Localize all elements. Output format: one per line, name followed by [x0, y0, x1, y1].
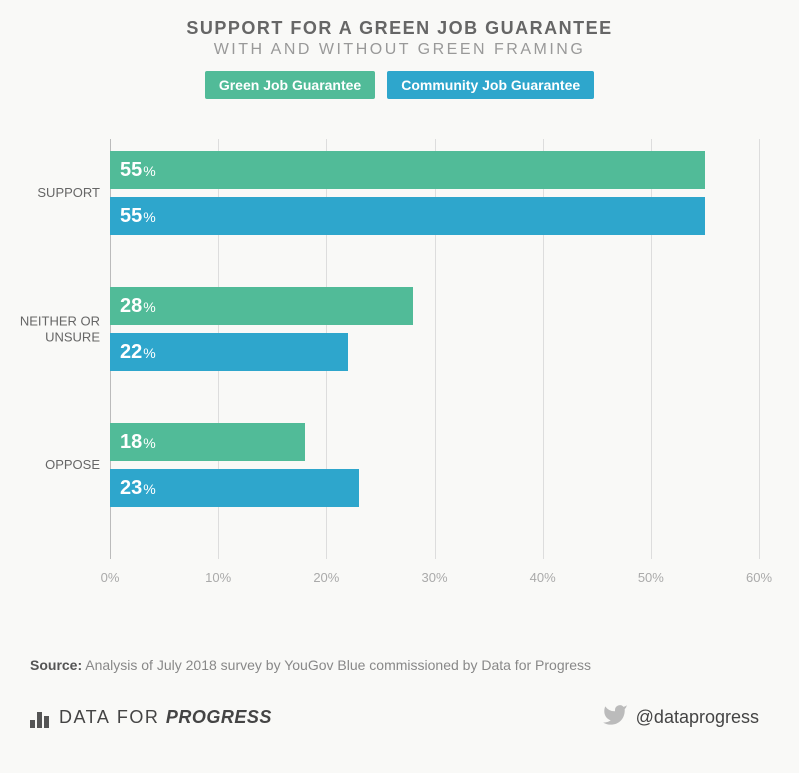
twitter-handle: @dataprogress — [602, 702, 759, 733]
category-group: NEITHER OR UNSURE28%22% — [110, 287, 759, 371]
brand-logo: DATA FOR PROGRESS — [30, 707, 272, 728]
x-tick-label: 10% — [205, 570, 231, 585]
bar-value-label: 22% — [120, 341, 156, 364]
source-label: Source: — [30, 657, 82, 673]
plot: SUPPORT55%55%NEITHER OR UNSURE28%22%OPPO… — [110, 139, 759, 559]
bar-value-label: 18% — [120, 431, 156, 454]
chart-subtitle: WITH AND WITHOUT GREEN FRAMING — [0, 41, 799, 59]
bar-series-b: 23% — [110, 469, 359, 507]
bar-value-label: 55% — [120, 205, 156, 228]
footer: DATA FOR PROGRESS @dataprogress — [30, 702, 759, 733]
category-label: OPPOSE — [45, 457, 110, 473]
x-tick-label: 30% — [421, 570, 447, 585]
bar-value-label: 23% — [120, 477, 156, 500]
handle-text: @dataprogress — [636, 707, 759, 728]
bar-series-a: 18% — [110, 423, 305, 461]
x-tick-label: 60% — [746, 570, 772, 585]
x-tick-label: 20% — [313, 570, 339, 585]
x-tick-label: 40% — [530, 570, 556, 585]
bar-value-label: 28% — [120, 295, 156, 318]
brand-bars-icon — [30, 708, 49, 728]
bar-value-label: 55% — [120, 159, 156, 182]
brand-word-1: DATA — [59, 707, 110, 727]
x-tick-label: 0% — [101, 570, 120, 585]
brand-word-3: PROGRESS — [166, 707, 272, 727]
brand-word-2: FOR — [117, 707, 160, 727]
category-group: SUPPORT55%55% — [110, 151, 759, 235]
legend-item-green: Green Job Guarantee — [205, 71, 375, 99]
x-tick-label: 50% — [638, 570, 664, 585]
twitter-icon — [602, 702, 628, 733]
chart-area: SUPPORT55%55%NEITHER OR UNSURE28%22%OPPO… — [110, 139, 759, 599]
bar-series-b: 22% — [110, 333, 348, 371]
bar-series-b: 55% — [110, 197, 705, 235]
gridline — [759, 139, 760, 559]
chart-title: SUPPORT FOR A GREEN JOB GUARANTEE — [0, 0, 799, 39]
bar-series-a: 55% — [110, 151, 705, 189]
source-text: Analysis of July 2018 survey by YouGov B… — [85, 657, 591, 673]
legend-item-community: Community Job Guarantee — [387, 71, 594, 99]
source-line: Source: Analysis of July 2018 survey by … — [30, 657, 591, 673]
bar-series-a: 28% — [110, 287, 413, 325]
category-group: OPPOSE18%23% — [110, 423, 759, 507]
legend: Green Job Guarantee Community Job Guaran… — [0, 71, 799, 99]
category-label: NEITHER OR UNSURE — [20, 313, 110, 344]
category-label: SUPPORT — [37, 185, 110, 201]
